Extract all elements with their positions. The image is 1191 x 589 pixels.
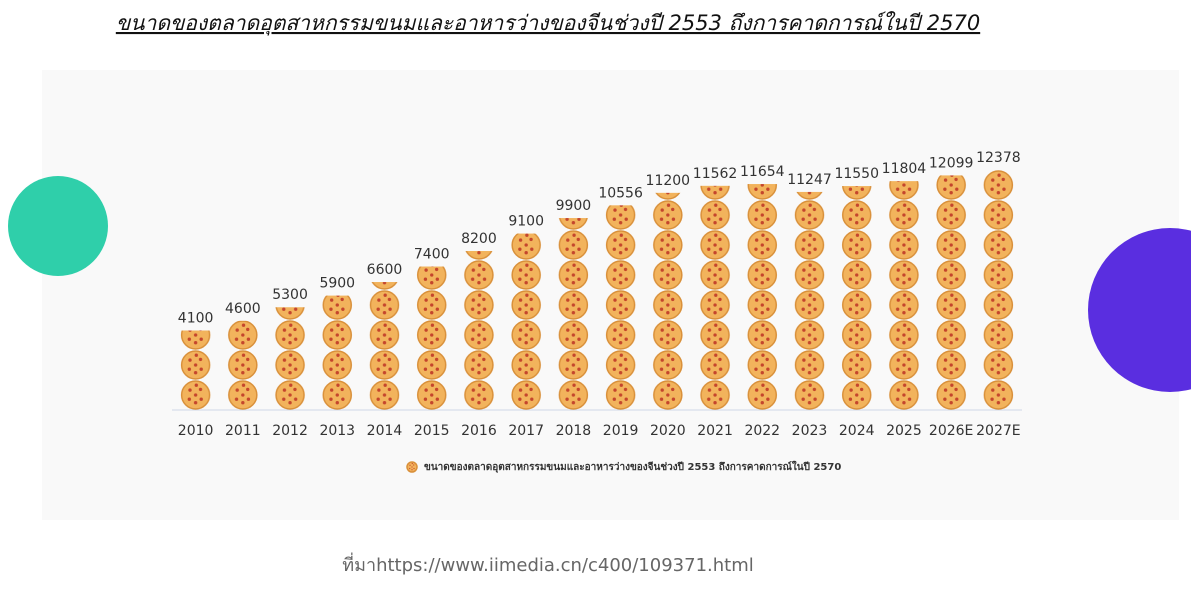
x-tick-label: 2014 [367, 423, 403, 439]
bar [549, 218, 597, 410]
bar [219, 320, 267, 410]
cookie-dot [411, 469, 413, 471]
value-label: 12099 [929, 155, 974, 171]
bar [455, 251, 503, 410]
value-label: 11200 [646, 173, 691, 189]
bar [502, 233, 550, 410]
bar [266, 307, 314, 410]
bar [691, 185, 739, 410]
x-tick-label: 2013 [319, 423, 355, 439]
cookie-dot [413, 467, 415, 470]
x-tick-label: 2025 [886, 423, 922, 439]
x-tick-label: 2012 [272, 423, 308, 439]
value-label: 4100 [178, 311, 214, 327]
bar [360, 282, 409, 410]
x-tick-label: 2020 [650, 423, 686, 439]
cookie-dot [409, 467, 411, 470]
bar [408, 266, 456, 410]
legend-label: ขนาดของตลาดอุตสาหกรรมขนมและอาหารว่างของจ… [424, 460, 841, 473]
x-tick-label: 2017 [508, 423, 544, 439]
cookie-dot [413, 464, 415, 466]
cookie-dot [409, 464, 411, 466]
x-tick-label: 2022 [744, 423, 780, 439]
value-label: 5300 [272, 287, 308, 303]
decor-circle [1088, 228, 1191, 392]
bar [172, 330, 220, 410]
x-tick-label: 2023 [792, 423, 828, 439]
x-tick-label: 2027E [976, 423, 1020, 439]
x-tick-label: 2019 [603, 423, 639, 439]
value-label: 12378 [976, 150, 1021, 166]
value-label: 11804 [882, 161, 927, 177]
value-label: 11654 [740, 164, 785, 180]
bar [880, 181, 928, 410]
decor-circle [8, 176, 108, 276]
value-label: 4600 [225, 301, 261, 317]
value-label: 11247 [787, 172, 832, 188]
value-label: 8200 [461, 231, 497, 247]
bar [927, 175, 975, 410]
bar [313, 295, 361, 410]
x-tick-label: 2026E [929, 423, 973, 439]
bar [738, 184, 786, 410]
cookie-dot [411, 466, 413, 468]
x-tick-label: 2015 [414, 423, 450, 439]
x-tick-label: 2010 [178, 423, 214, 439]
value-label: 11550 [834, 166, 879, 182]
value-label: 10556 [598, 185, 643, 201]
bar [833, 186, 881, 410]
bar [974, 170, 1022, 410]
value-label: 6600 [367, 262, 403, 278]
bar [597, 205, 645, 410]
chart-title: ขนาดของตลาดอุตสาหกรรมขนมและอาหารว่างของจ… [116, 11, 980, 36]
value-label: 9100 [508, 214, 544, 230]
x-tick-label: 2021 [697, 423, 733, 439]
bar [785, 191, 834, 410]
value-label: 11562 [693, 166, 738, 182]
cookie-dot [411, 462, 413, 465]
x-tick-label: 2011 [225, 423, 261, 439]
bar [644, 192, 692, 410]
x-tick-label: 2024 [839, 423, 875, 439]
x-tick-label: 2018 [556, 423, 592, 439]
value-label: 7400 [414, 247, 450, 263]
source: ที่มาhttps://www.iimedia.cn/c400/109371.… [342, 552, 754, 576]
value-label: 9900 [556, 198, 592, 214]
legend: ขนาดของตลาดอุตสาหกรรมขนมและอาหารว่างของจ… [406, 460, 841, 473]
value-label: 5900 [319, 276, 355, 292]
x-tick-label: 2016 [461, 423, 497, 439]
